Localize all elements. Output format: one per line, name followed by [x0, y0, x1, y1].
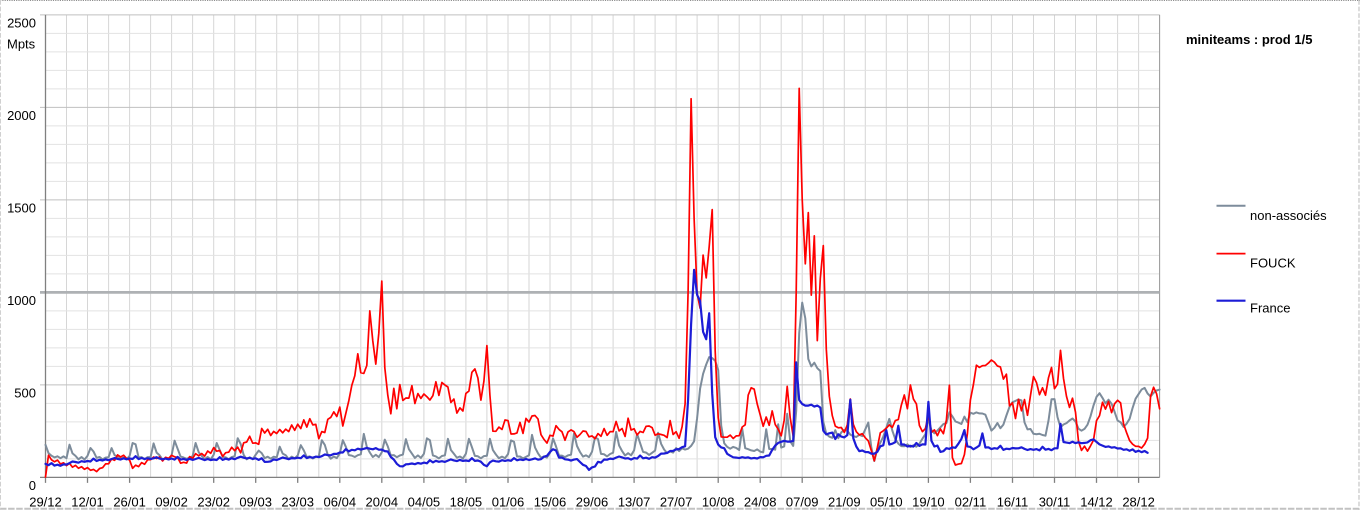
svg-text:01/06: 01/06 — [492, 495, 525, 510]
svg-text:1000: 1000 — [7, 293, 36, 308]
svg-text:500: 500 — [14, 385, 36, 400]
svg-text:20/04: 20/04 — [366, 495, 399, 510]
svg-text:Mpts: Mpts — [7, 37, 36, 52]
svg-text:05/10: 05/10 — [870, 495, 903, 510]
svg-text:FOUCK: FOUCK — [1250, 256, 1296, 271]
svg-text:24/08: 24/08 — [744, 495, 777, 510]
svg-text:1500: 1500 — [7, 200, 36, 215]
svg-text:18/05: 18/05 — [450, 495, 483, 510]
svg-text:non-associés: non-associés — [1250, 208, 1327, 223]
svg-text:30/11: 30/11 — [1039, 495, 1071, 510]
svg-text:21/09: 21/09 — [828, 495, 861, 510]
svg-text:06/04: 06/04 — [324, 495, 357, 510]
svg-text:19/10: 19/10 — [912, 495, 945, 510]
svg-text:04/05: 04/05 — [408, 495, 441, 510]
svg-text:27/07: 27/07 — [660, 495, 693, 510]
svg-text:10/08: 10/08 — [702, 495, 735, 510]
svg-text:2500: 2500 — [7, 15, 36, 30]
svg-text:28/12: 28/12 — [1122, 495, 1155, 510]
svg-text:13/07: 13/07 — [618, 495, 651, 510]
svg-text:09/03: 09/03 — [239, 495, 272, 510]
svg-text:23/02: 23/02 — [197, 495, 230, 510]
svg-text:0: 0 — [29, 478, 36, 493]
svg-text:15/06: 15/06 — [534, 495, 567, 510]
svg-text:07/09: 07/09 — [786, 495, 819, 510]
svg-text:29/06: 29/06 — [576, 495, 609, 510]
svg-text:23/03: 23/03 — [281, 495, 314, 510]
svg-text:14/12: 14/12 — [1080, 495, 1113, 510]
svg-text:2000: 2000 — [7, 108, 36, 123]
svg-text:France: France — [1250, 301, 1290, 316]
svg-text:26/01: 26/01 — [113, 495, 146, 510]
svg-text:12/01: 12/01 — [71, 495, 104, 510]
svg-text:16/11: 16/11 — [997, 495, 1029, 510]
svg-text:02/11: 02/11 — [955, 495, 987, 510]
svg-text:09/02: 09/02 — [155, 495, 188, 510]
svg-text:miniteams : prod 1/5: miniteams : prod 1/5 — [1186, 32, 1312, 47]
svg-text:29/12: 29/12 — [29, 495, 62, 510]
